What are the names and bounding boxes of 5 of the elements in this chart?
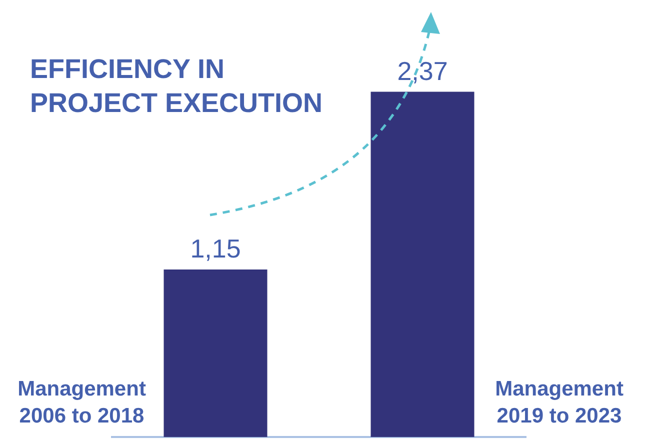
data-label: 2,37: [397, 56, 448, 86]
x-tick-label: Management 2006 to 2018: [18, 377, 146, 428]
data-label: 1,15: [190, 234, 241, 264]
chart-title: EFFICIENCY IN PROJECT EXECUTION: [30, 53, 323, 120]
x-tick-label: Management 2019 to 2023: [495, 377, 624, 428]
